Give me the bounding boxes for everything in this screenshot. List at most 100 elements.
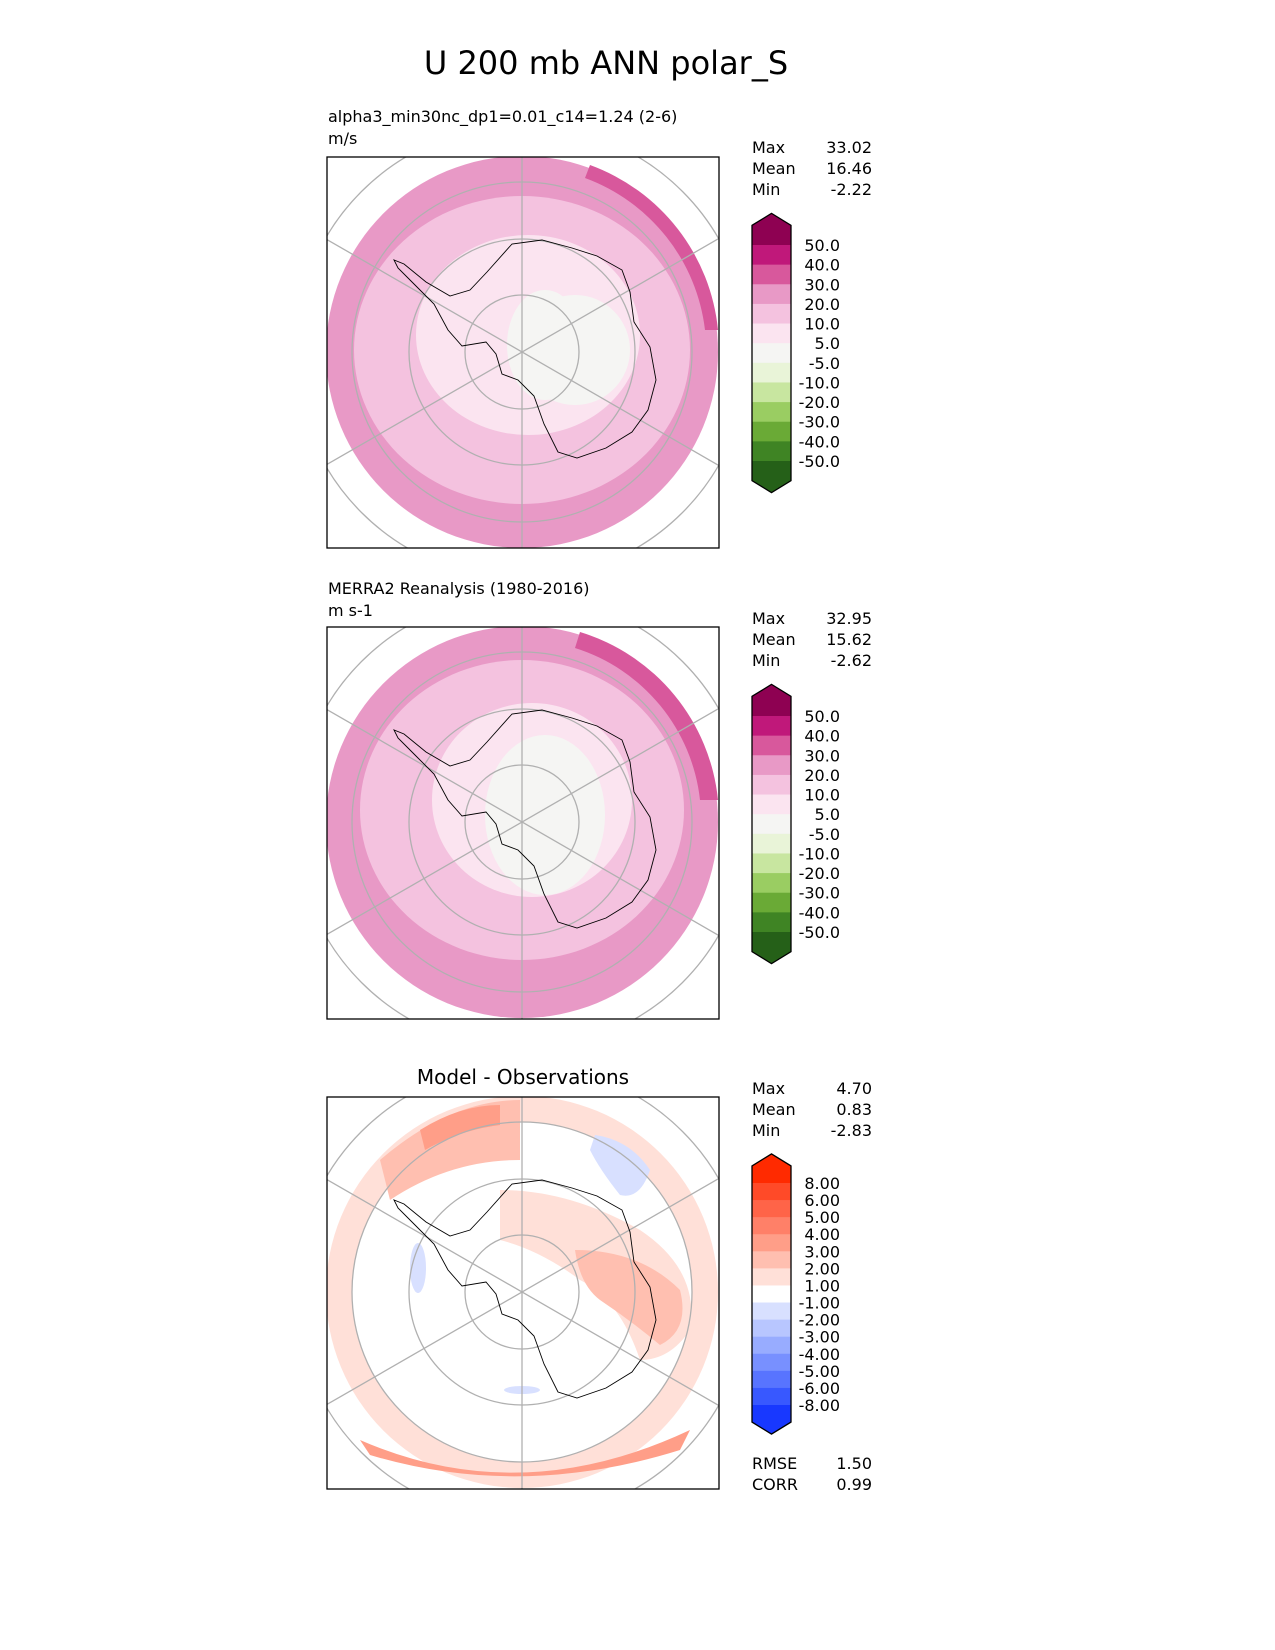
colorbar-tick-label: 10.0	[804, 786, 840, 805]
stat-label: Min	[752, 651, 780, 670]
colorbar-swatch	[752, 402, 791, 423]
stat-value: 1.50	[836, 1454, 872, 1473]
colorbar-swatch	[752, 284, 791, 305]
colorbar-swatch	[752, 814, 791, 835]
colorbar-tick-label: 20.0	[804, 295, 840, 314]
stat-label: Max	[752, 1079, 785, 1098]
colorbar-swatch	[752, 892, 791, 913]
graticule	[327, 627, 719, 1019]
colorbar-tick-label: 40.0	[804, 727, 840, 746]
colorbar-tick-label: 6.00	[804, 1191, 840, 1210]
colorbar-extension-max	[752, 684, 791, 716]
map-field	[327, 627, 719, 1019]
colorbar-swatch	[752, 1183, 791, 1201]
colorbar-swatch	[752, 1387, 791, 1406]
stat-value: 0.83	[836, 1100, 872, 1119]
colorbar-tick-label: 5.0	[815, 334, 840, 353]
colorbar: 8.006.005.004.003.002.001.00-1.00-2.00-3…	[751, 1153, 840, 1435]
colorbar-extension-max	[752, 213, 791, 245]
colorbar-tick-label: 8.00	[804, 1174, 840, 1193]
colorbar-swatch	[752, 873, 791, 894]
stat-label: Min	[752, 1121, 780, 1140]
stat-value: -2.62	[831, 651, 872, 670]
graticule	[327, 1097, 719, 1489]
stat-label: Min	[752, 180, 780, 199]
colorbar-swatch	[752, 735, 791, 756]
colorbar-extension-min	[752, 461, 791, 493]
colorbar-swatch	[752, 755, 791, 776]
colorbar-tick-label: -1.00	[799, 1294, 840, 1313]
colorbar-tick-label: -5.00	[799, 1362, 840, 1381]
colorbar-swatch	[752, 1268, 791, 1286]
stat-label: RMSE	[752, 1454, 797, 1473]
colorbar-swatch	[752, 382, 791, 403]
map-frame	[326, 156, 720, 549]
colorbar-tick-label: -30.0	[799, 413, 840, 432]
colorbar-tick-label: -3.00	[799, 1328, 840, 1347]
colorbar-tick-label: -2.00	[799, 1311, 840, 1330]
colorbar-swatch	[752, 716, 791, 737]
colorbar-outline	[751, 1153, 792, 1435]
stat-value: 0.99	[836, 1475, 872, 1494]
colorbar-swatch	[752, 912, 791, 933]
colorbar-tick-label: 40.0	[804, 256, 840, 275]
map-frame	[326, 1096, 720, 1490]
stat-label: CORR	[752, 1475, 798, 1494]
colorbar-tick-label: -40.0	[799, 432, 840, 451]
colorbar-outline	[751, 683, 792, 965]
colorbar-tick-label: 30.0	[804, 746, 840, 765]
colorbar-swatch	[752, 1370, 791, 1389]
panel-units: m/s	[328, 129, 357, 148]
colorbar-swatch	[752, 1336, 791, 1355]
stat-label: Mean	[752, 1100, 796, 1119]
stat-label: Mean	[752, 159, 796, 178]
map-frame	[326, 626, 720, 1020]
colorbar-tick-label: -6.00	[799, 1379, 840, 1398]
colorbar-swatch	[752, 1353, 791, 1372]
stat-value: 15.62	[826, 630, 872, 649]
colorbar-tick-label: -50.0	[799, 452, 840, 471]
stat-value: 32.95	[826, 609, 872, 628]
colorbar-tick-label: -30.0	[799, 884, 840, 903]
panel-title: Model - Observations	[417, 1065, 629, 1089]
stat-label: Max	[752, 138, 785, 157]
colorbar-extension-min	[752, 932, 791, 964]
colorbar-swatch	[752, 794, 791, 815]
stats: Max 32.95 Mean 15.62 Min -2.62	[752, 609, 872, 670]
colorbar-tick-label: -10.0	[799, 844, 840, 863]
colorbar-swatch	[752, 303, 791, 325]
colorbar-tick-label: 3.00	[804, 1242, 840, 1261]
colorbar-swatch	[752, 441, 791, 462]
map-field	[327, 1097, 719, 1489]
colorbar-tick-label: -5.0	[809, 825, 840, 844]
colorbar-tick-label: -20.0	[799, 864, 840, 883]
colorbar-swatch	[752, 1251, 791, 1269]
panel-title: alpha3_min30nc_dp1=0.01_c14=1.24 (2-6)	[328, 107, 677, 127]
panel-title: MERRA2 Reanalysis (1980-2016)	[328, 579, 590, 598]
colorbar-swatch	[752, 774, 791, 796]
colorbar-tick-label: -4.00	[799, 1345, 840, 1364]
colorbar-tick-label: 50.0	[804, 707, 840, 726]
colorbar-tick-label: 4.00	[804, 1225, 840, 1244]
stat-value: 33.02	[826, 138, 872, 157]
colorbar-extension-max	[752, 1153, 791, 1183]
stat-value: 4.70	[836, 1079, 872, 1098]
colorbar-tick-label: -5.0	[809, 354, 840, 373]
colorbar-swatch	[752, 1285, 791, 1304]
colorbar-tick-label: -8.00	[799, 1396, 840, 1415]
colorbar-tick-label: 1.00	[804, 1276, 840, 1295]
colorbar-tick-label: 30.0	[804, 275, 840, 294]
colorbar-swatch	[752, 853, 791, 874]
colorbar-swatch	[752, 1234, 791, 1252]
colorbar-tick-label: 2.00	[804, 1259, 840, 1278]
colorbar-swatch	[752, 1302, 791, 1321]
colorbar-tick-label: -50.0	[799, 923, 840, 942]
colorbar-swatch	[752, 264, 791, 285]
colorbar-tick-label: -40.0	[799, 903, 840, 922]
colorbar-swatch	[752, 1319, 791, 1338]
stat-value: 16.46	[826, 159, 872, 178]
figure-title: U 200 mb ANN polar_S	[424, 44, 788, 82]
colorbar-swatch	[752, 1217, 791, 1235]
stats: Max 33.02 Mean 16.46 Min -2.22	[752, 138, 872, 199]
